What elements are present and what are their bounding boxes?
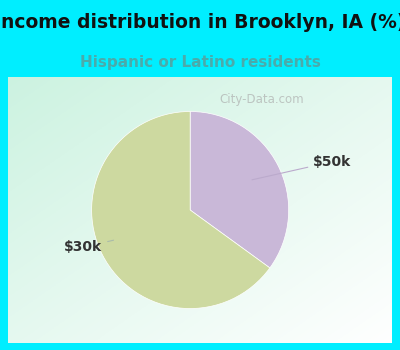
Wedge shape <box>190 112 289 268</box>
Text: City-Data.com: City-Data.com <box>220 93 304 106</box>
Text: Hispanic or Latino residents: Hispanic or Latino residents <box>80 55 320 70</box>
Text: $50k: $50k <box>252 155 352 180</box>
Wedge shape <box>92 112 270 308</box>
Text: Income distribution in Brooklyn, IA (%): Income distribution in Brooklyn, IA (%) <box>0 13 400 32</box>
Text: $30k: $30k <box>64 240 114 254</box>
